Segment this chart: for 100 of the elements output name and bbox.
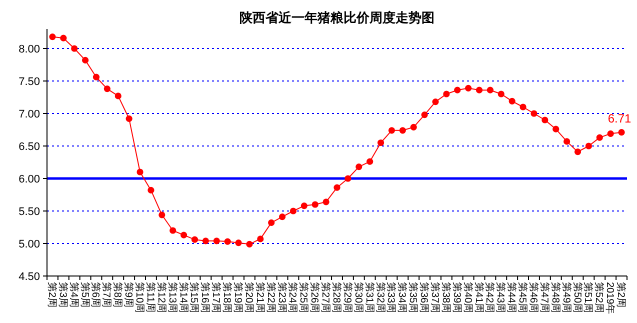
x-tick-label: 第42周	[484, 282, 496, 314]
x-tick-label: 第45周	[516, 282, 529, 314]
x-tick-label: 第2周	[46, 282, 58, 308]
y-tick-label: 5.00	[18, 238, 40, 250]
x-tick-label: 第11周	[144, 282, 156, 312]
point	[235, 240, 242, 246]
x-tick-label: 第33周	[385, 282, 398, 314]
point	[246, 240, 253, 248]
x-tick-label: 第50周	[571, 282, 584, 314]
x-tick-label: 第7周	[100, 282, 113, 308]
point	[618, 129, 625, 136]
data-label: 6.71	[608, 111, 632, 126]
point	[366, 158, 374, 165]
y-tick-label: 6.50	[18, 141, 40, 153]
x-tick-label: 第39周	[450, 282, 463, 314]
point	[49, 34, 56, 40]
x-tick-label: 第3周	[56, 282, 69, 308]
point	[257, 236, 264, 242]
x-tick-label: 第24周	[286, 282, 299, 314]
point	[334, 184, 340, 191]
x-tick-label: 第43周	[494, 282, 507, 314]
x-tick-label: 第16周	[199, 282, 212, 314]
point	[486, 86, 494, 94]
point	[377, 139, 384, 146]
point	[104, 86, 110, 92]
point	[213, 238, 220, 244]
x-tick-label: 第9周	[122, 282, 135, 308]
x-tick-label: 第41周	[472, 282, 485, 314]
x-tick-label: 第35周	[407, 282, 420, 314]
point	[443, 90, 450, 98]
point	[552, 126, 560, 132]
x-tick-label: 第47周	[538, 282, 550, 314]
y-tick-label: 5.50	[18, 206, 40, 218]
x-tick-label: 第51周	[582, 282, 594, 314]
point	[290, 208, 297, 214]
point	[388, 127, 396, 134]
point	[607, 130, 614, 137]
x-tick-label: 第27周	[320, 282, 332, 314]
x-tick-label: 第48周	[549, 282, 562, 314]
point	[180, 232, 188, 238]
x-tick-label: 第8周	[112, 282, 124, 308]
point	[585, 142, 592, 150]
point	[498, 90, 504, 98]
point	[148, 186, 154, 194]
point	[114, 92, 122, 100]
x-tick-label: 第32周	[374, 282, 386, 314]
point	[82, 56, 89, 64]
point	[170, 227, 176, 234]
point	[136, 168, 144, 176]
point	[278, 214, 286, 220]
point	[432, 98, 439, 106]
point	[60, 34, 67, 42]
x-tick-label: 第31周	[363, 282, 376, 314]
point	[574, 148, 582, 156]
x-tick-label: 第40周	[462, 282, 474, 314]
x-tick-label: 第21周	[254, 282, 266, 314]
x-tick-label: 第13周	[166, 282, 178, 314]
x-tick-label: 第4周	[68, 282, 80, 308]
x-tick-label: 2019年	[604, 282, 616, 314]
x-tick-label: 第38周	[440, 282, 452, 314]
point	[92, 74, 100, 80]
x-tick-label: 第12周	[155, 282, 168, 314]
point	[202, 238, 209, 244]
y-tick-label: 7.00	[18, 108, 40, 120]
x-tick-label: 第30周	[352, 282, 364, 314]
x-tick-label: 第6周	[90, 282, 102, 308]
point	[410, 124, 417, 130]
point	[191, 236, 198, 243]
point	[508, 98, 516, 104]
point	[520, 104, 526, 110]
point	[596, 134, 603, 141]
x-tick-label: 第18周	[221, 282, 234, 314]
x-tick-label: 第14周	[177, 282, 190, 314]
y-tick-label: 7.50	[18, 76, 40, 88]
point	[399, 127, 406, 134]
x-tick-label: 第29周	[341, 282, 354, 314]
point	[542, 116, 548, 124]
point	[476, 86, 483, 94]
point	[158, 212, 166, 218]
x-tick-label: 第46周	[527, 282, 540, 314]
point	[224, 238, 231, 245]
y-tick-label: 6.00	[18, 174, 40, 186]
x-tick-label: 第19周	[232, 282, 244, 314]
x-tick-label: 第25周	[298, 282, 310, 314]
point	[530, 110, 538, 117]
x-tick-label: 第10周	[134, 282, 146, 314]
x-tick-label: 第44周	[506, 282, 518, 314]
chart-title: 陕西省近一年猪粮比价周度走势图	[240, 10, 434, 25]
point	[126, 115, 132, 122]
point	[322, 198, 330, 206]
x-tick-label: 第23周	[276, 282, 288, 314]
point	[312, 201, 318, 208]
x-tick-label: 第37周	[428, 282, 441, 314]
x-tick-label: 第52周	[593, 282, 606, 314]
x-tick-label: 第2周	[615, 282, 628, 308]
y-tick-label: 8.00	[18, 44, 40, 56]
point	[465, 84, 472, 92]
y-tick-label: 4.50	[18, 271, 40, 283]
x-tick-label: 第34周	[396, 282, 408, 314]
x-tick-label: 第49周	[560, 282, 572, 314]
